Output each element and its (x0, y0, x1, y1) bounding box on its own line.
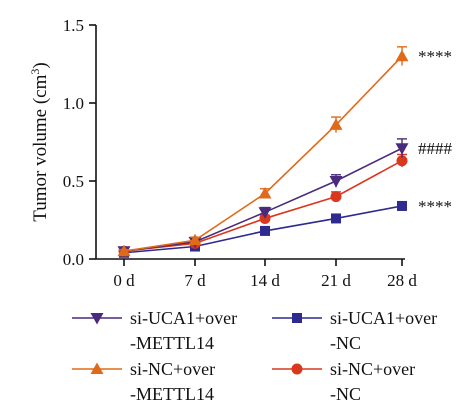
y-axis-title-sup: 3 (28, 69, 42, 75)
legend-label: -METTL14 (130, 384, 214, 404)
legend-label: -METTL14 (130, 333, 214, 353)
y-tick-label: 1.5 (63, 16, 84, 35)
x-tick-label: 21 d (321, 271, 351, 290)
data-point (329, 176, 343, 188)
data-point (258, 207, 272, 219)
legend-marker (90, 313, 104, 325)
legend-label: -NC (330, 333, 361, 353)
data-point (395, 49, 409, 62)
data-point (395, 143, 409, 155)
data-point (329, 118, 343, 130)
legend-marker (90, 362, 104, 374)
legend-marker (292, 313, 302, 323)
axes: 0.0 0.5 1.0 1.5 0 d 7 d 14 d 21 d 28 d Tumor volu… (28, 16, 417, 290)
series-2 (117, 46, 409, 257)
data-point (188, 233, 202, 246)
legend-item: si-UCA1+over -METTL14 (72, 308, 237, 353)
y-tick-label: 0.5 (63, 172, 84, 191)
y-axis-title-main: Tumor volume (cm (30, 74, 51, 221)
data-point (117, 244, 131, 257)
y-axis-title-close: ) (30, 62, 51, 68)
data-point (260, 225, 270, 236)
legend-item: si-NC+over -METTL14 (72, 359, 215, 404)
legend-label: -NC (330, 384, 361, 404)
series-layer (117, 46, 409, 258)
series-line (123, 160, 403, 252)
series-3 (118, 153, 408, 257)
legend-item: si-UCA1+over -NC (272, 308, 437, 353)
legend-marker (291, 363, 303, 375)
y-axis-title: Tumor volume (cm3) (28, 62, 51, 221)
x-tick-label: 0 d (113, 271, 135, 290)
x-tick-label: 7 d (184, 271, 206, 290)
legend-item: si-NC+over -NC (272, 359, 415, 404)
legend-label: si-NC+over (330, 359, 415, 379)
data-point (258, 186, 272, 199)
data-point (397, 200, 407, 211)
legend: si-UCA1+over-METTL14si-UCA1+over-NCsi-NC… (72, 308, 437, 404)
legend-label: si-UCA1+over (130, 308, 237, 328)
significance-annotations: #### **** **** (418, 47, 453, 216)
x-tick-label: 14 d (250, 271, 280, 290)
y-tick-label: 0.0 (63, 250, 84, 269)
y-tick-label: 1.0 (63, 94, 84, 113)
x-tick-label: 28 d (387, 271, 417, 290)
data-point (396, 155, 408, 167)
significance-label: **** (418, 197, 452, 216)
legend-label: si-NC+over (130, 359, 215, 379)
data-point (331, 213, 341, 224)
data-point (330, 191, 342, 203)
significance-label: **** (418, 47, 452, 66)
significance-label: #### (418, 139, 453, 158)
legend-label: si-UCA1+over (330, 308, 437, 328)
